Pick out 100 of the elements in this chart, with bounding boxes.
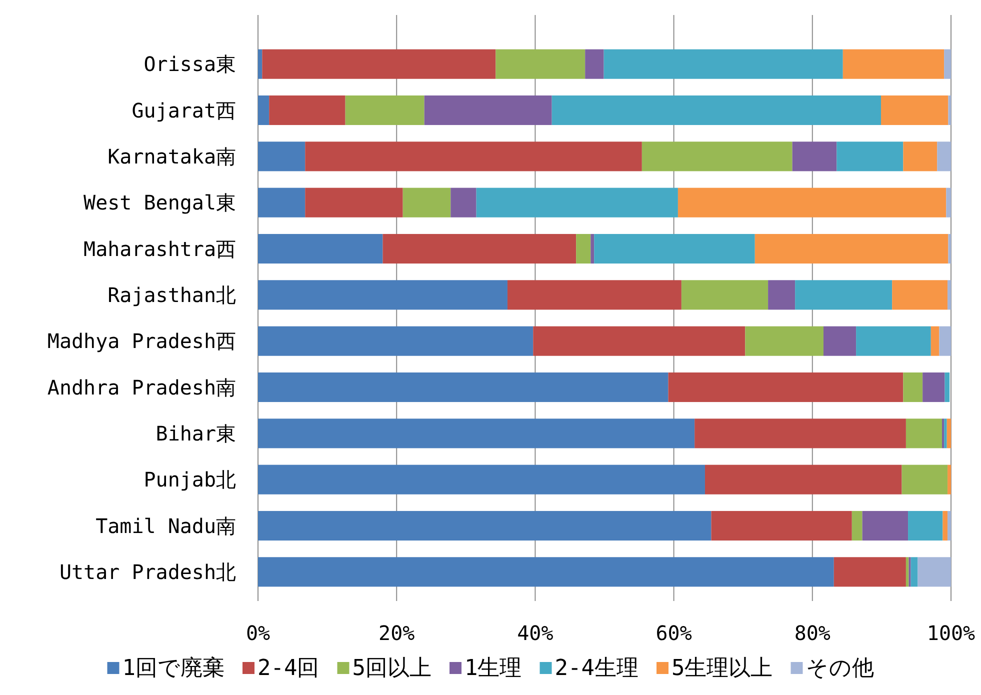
bar <box>946 418 951 448</box>
bar <box>576 234 591 264</box>
y-tick-label: West Bengal東 <box>84 190 236 215</box>
bar <box>903 142 938 172</box>
bar <box>856 326 931 356</box>
y-tick-label: Gujarat西 <box>132 98 236 122</box>
bar <box>946 188 951 218</box>
x-tick-label: 40% <box>517 621 554 645</box>
bar <box>944 418 947 448</box>
y-tick-label: Orissa東 <box>144 52 236 76</box>
bar <box>823 326 856 356</box>
legend-label: 2-4回 <box>258 656 320 681</box>
bar <box>948 95 951 126</box>
y-tick-label: Punjab北 <box>144 468 236 492</box>
bar <box>585 49 604 79</box>
bar <box>305 188 403 218</box>
bar <box>944 49 951 79</box>
x-tick-label: 60% <box>656 621 692 645</box>
bar <box>892 280 948 310</box>
bar <box>507 280 682 310</box>
bar <box>594 234 755 264</box>
bar <box>694 418 906 448</box>
bar <box>533 326 746 356</box>
bar <box>262 49 496 79</box>
y-tick-label: Tamil Nadu南 <box>96 514 236 538</box>
bar <box>745 326 824 356</box>
x-tick-label: 100% <box>926 621 976 645</box>
bar <box>939 326 951 356</box>
bar <box>768 280 796 310</box>
bar <box>258 372 668 402</box>
y-tick-label: Maharashtra西 <box>84 236 236 261</box>
bar <box>948 510 951 541</box>
bar <box>711 510 852 541</box>
y-tick-label: Rajasthan北 <box>108 282 236 307</box>
bar <box>842 49 944 79</box>
bar <box>942 418 944 448</box>
bar <box>382 234 576 264</box>
bar <box>258 464 705 494</box>
bar <box>881 95 948 126</box>
y-tick-label: Andhra Pradesh南 <box>47 375 236 400</box>
bar <box>305 142 642 172</box>
x-tick-label: 0% <box>246 621 270 645</box>
bar <box>918 557 951 587</box>
bar <box>402 188 451 218</box>
bar <box>948 280 951 310</box>
bar <box>258 557 834 587</box>
bar <box>937 142 951 172</box>
bar <box>476 188 678 218</box>
bar <box>345 95 424 126</box>
bar <box>668 372 904 402</box>
bar <box>704 464 902 494</box>
bar <box>906 557 909 587</box>
bar <box>258 280 508 310</box>
bar <box>604 49 843 79</box>
bar <box>908 510 943 541</box>
bar <box>903 372 923 402</box>
legend-label: 1回で廃棄 <box>122 656 224 681</box>
bar <box>948 234 951 264</box>
bar <box>258 418 695 448</box>
bar <box>944 372 950 402</box>
legend-label: その他 <box>806 656 874 681</box>
bar <box>681 280 768 310</box>
bar <box>642 142 792 172</box>
legend-label: 2-4生理 <box>554 656 638 681</box>
bar <box>552 95 882 126</box>
legend-label: 1生理 <box>464 656 522 681</box>
bar <box>922 372 945 402</box>
x-tick-label: 80% <box>794 621 830 645</box>
x-tick-label: 20% <box>378 621 415 645</box>
bar <box>754 234 948 264</box>
bar <box>258 326 534 356</box>
bar <box>258 95 270 126</box>
y-tick-label: Uttar Pradesh北 <box>59 560 236 584</box>
y-tick-label: Madhya Pradesh西 <box>47 329 236 354</box>
bar <box>258 510 712 541</box>
bar <box>258 188 306 218</box>
bar <box>862 510 908 541</box>
bar <box>948 464 951 494</box>
bar <box>902 464 948 494</box>
bar <box>834 557 906 587</box>
bar <box>496 49 586 79</box>
bar <box>795 280 892 310</box>
y-tick-label: Bihar東 <box>156 421 236 446</box>
bar <box>792 142 837 172</box>
bar <box>269 95 346 126</box>
y-tick-label: Karnataka南 <box>108 144 236 168</box>
bar <box>942 510 948 541</box>
bar <box>930 326 940 356</box>
bar <box>852 510 862 541</box>
bar <box>836 142 904 172</box>
bar <box>906 418 942 448</box>
legend-label: 5回以上 <box>352 656 432 681</box>
bar <box>450 188 476 218</box>
bar <box>910 557 918 587</box>
bar <box>424 95 552 126</box>
bar <box>258 49 262 79</box>
bar <box>590 234 594 264</box>
bar <box>258 234 383 264</box>
bar <box>258 142 306 172</box>
bar <box>678 188 946 218</box>
